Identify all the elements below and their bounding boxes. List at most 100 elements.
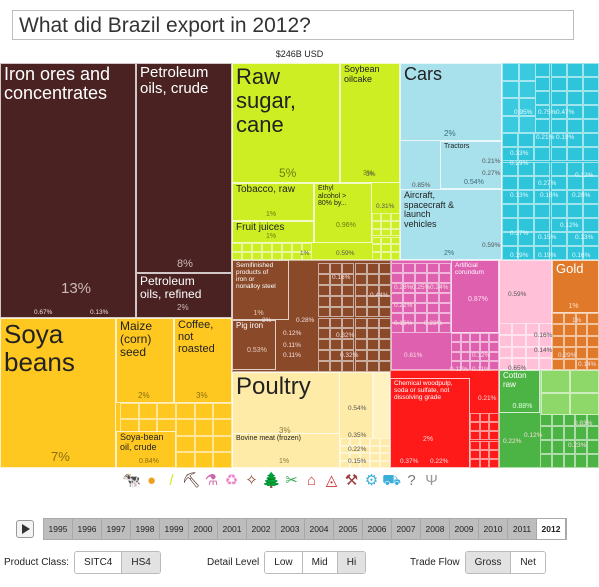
year-2002[interactable]: 2002 [247,518,276,539]
tile-bovine[interactable]: Bovine meat (frozen) 1% [232,433,340,468]
cell-share-label: 0.12% [575,172,594,179]
play-button[interactable] [16,519,34,538]
tile-crude[interactable]: Petroleum oils, crude 8% [136,63,232,273]
footwear-icon[interactable]: ⌂ [306,471,317,489]
tile-chemical[interactable]: Chemical woodpulp, soda or sulfate, not … [390,378,470,468]
year-1999[interactable]: 1999 [160,518,189,539]
tile-label: Fruit juices [236,222,285,233]
year-2012[interactable]: 2012 [537,518,566,539]
cell-share-label: 0.59% [482,242,501,249]
cell-share-label: 0.12% [560,222,579,229]
machine-icon[interactable]: ⚙ [364,471,379,489]
tile-label: Cotton raw [503,371,527,389]
year-2003[interactable]: 2003 [276,518,305,539]
cell-share-label: 0.14% [578,361,597,368]
cell-share-label: 0.11% [472,366,490,373]
foodstuff-icon[interactable]: / [169,471,174,489]
misc-icon[interactable]: ? [407,471,416,489]
cell-share-label: 0.75% [538,109,557,116]
tile-poultry[interactable]: Poultry 3% [232,372,340,438]
cell-share-label: 0.32% [336,332,355,339]
detail-level-option-mid[interactable]: Mid [302,552,338,573]
chemical-icon[interactable]: ⚗ [204,471,219,489]
tile-corundum[interactable]: Artificial corundum 0.87% [451,260,499,333]
tile-share: 3% [279,426,291,435]
year-2006[interactable]: 2006 [363,518,392,539]
tile-tobacco[interactable]: Tobacco, raw 1% [232,183,314,221]
total-value: $246B USD [275,49,324,59]
tile-cotton[interactable]: Cotton raw 0.88% [499,370,540,413]
year-1995[interactable]: 1995 [44,518,73,539]
year-2007[interactable]: 2007 [392,518,421,539]
cell-share-label: 0.31% [376,203,395,210]
cell-share-label: 0.14% [534,347,553,354]
tile-sugar[interactable]: Raw sugar, cane 5% [232,63,340,183]
tile-semifin[interactable]: Semifinished products of iron or nonallo… [232,260,289,320]
mineral-icon[interactable]: ⛏ [181,471,202,489]
tile-label: Artificial corundum [455,262,484,277]
year-2005[interactable]: 2005 [334,518,363,539]
tile-gold[interactable]: Gold 1% [552,260,599,313]
animal-hide-icon[interactable]: ✧ [245,471,258,489]
unknown-icon[interactable]: Ψ [425,471,438,489]
tile-coffee[interactable]: Coffee, not roasted 3% [174,318,232,403]
year-2008[interactable]: 2008 [421,518,450,539]
year-1997[interactable]: 1997 [102,518,131,539]
product-class-option-hs4[interactable]: HS4 [122,552,160,573]
tile-soyoil[interactable]: Soya-bean oil, crude 0.84% [116,431,176,468]
year-2009[interactable]: 2009 [450,518,479,539]
cell-share-label: 0.15% [538,234,557,241]
tile-label: Aircraft, spacecraft & launch vehicles [404,190,455,230]
tile-share: 1% [568,303,579,310]
tile-share: 0.54% [464,179,484,186]
plastic-icon[interactable]: ♻ [224,471,239,489]
year-2011[interactable]: 2011 [508,518,537,539]
trade-flow-control: Trade Flow Gross Net [410,551,546,574]
stone-icon[interactable]: ◬ [325,471,338,489]
tile-oilcake[interactable]: Soybean oilcake 3% [340,63,400,183]
textile-icon[interactable]: ✂ [285,471,298,489]
tile-aircraft[interactable]: Aircraft, spacecraft & launch vehicles 2% [400,189,502,260]
year-2001[interactable]: 2001 [218,518,247,539]
tile-refined[interactable]: Petroleum oils, refined 2% [136,273,232,318]
cell-share-label: 0.16% [572,252,591,259]
trade-flow-option-gross[interactable]: Gross [465,552,512,573]
cell-share-label: 0.35% [348,432,367,439]
tile-label: Iron ores and concentrates [4,64,111,104]
wood-icon[interactable]: 🌲 [262,471,281,489]
tile-ethyl[interactable]: Ethyl alcohol > 80% by... 0.96% [314,183,372,243]
cell-share-label: 0.23% [568,442,587,449]
tile-tractors[interactable]: Tractors 0.54% [440,141,502,189]
cell-share-label: 0.21% [478,395,497,402]
vegetable-icon[interactable]: ● [146,471,157,489]
title-box[interactable]: What did Brazil export in 2012? [12,10,574,40]
detail-level-label: Detail Level [207,557,260,568]
year-1996[interactable]: 1996 [73,518,102,539]
animal-icon[interactable]: 🐄 [122,471,141,489]
tile-label: Poultry [236,373,311,400]
cell-share-label: 0.11% [283,342,301,349]
year-2010[interactable]: 2010 [479,518,508,539]
cell-share-label: 0.16% [394,320,413,327]
tile-label: Tobacco, raw [236,184,295,195]
tile-label: Coffee, not roasted [178,319,215,355]
tile-cars[interactable]: Cars 2% [400,63,502,141]
year-2000[interactable]: 2000 [189,518,218,539]
tile-maize[interactable]: Maize (corn) seed 2% [116,318,174,403]
year-1998[interactable]: 1998 [131,518,160,539]
tile-pigiron[interactable]: Pig iron 0.53% [232,320,276,370]
tile-share: 1% [266,211,277,218]
cell-share-label: 0.54% [348,405,367,412]
product-class-option-sitc4[interactable]: SITC4 [75,552,123,573]
metal-icon[interactable]: ⚒ [344,471,359,489]
tile-soya[interactable]: Soya beans 7% [0,318,116,468]
detail-level-option-hi[interactable]: Hi [337,552,366,573]
transport-icon[interactable]: ⛟ [382,471,401,489]
cell-share-label: 0.29% [510,160,529,167]
detail-level-option-low[interactable]: Low [265,552,303,573]
cell-share-label: 0.65% [508,365,527,372]
trade-flow-option-net[interactable]: Net [511,552,545,573]
tile-juices[interactable]: Fruit juices 1% [232,221,314,243]
tile-iron[interactable]: Iron ores and concentrates 13% [0,63,136,318]
year-2004[interactable]: 2004 [305,518,334,539]
